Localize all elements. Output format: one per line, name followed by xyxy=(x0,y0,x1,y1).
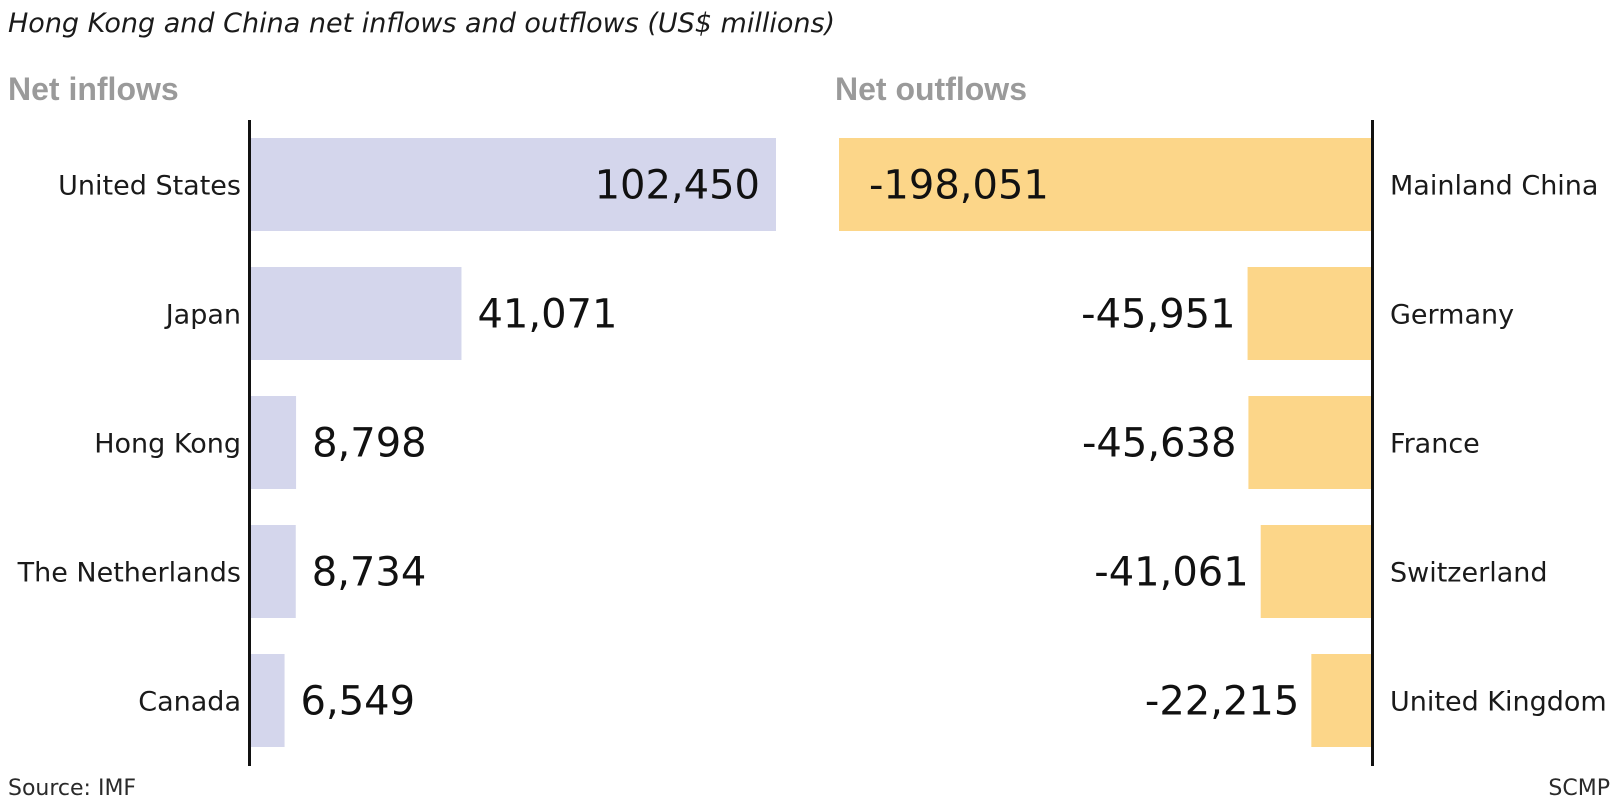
inflow-bar-japan xyxy=(251,267,462,360)
outflow-bar-germany xyxy=(1247,267,1371,360)
outflow-value-label-united-kingdom: -22,215 xyxy=(1145,679,1299,725)
outflow-value-label-france: -45,638 xyxy=(1082,421,1236,467)
outflow-bar-mainland-china xyxy=(839,138,1371,231)
inflow-category-label-the-netherlands: The Netherlands xyxy=(17,558,241,589)
net-inflows-panel-title: Net inflows xyxy=(8,71,179,107)
inflow-category-label-hong-kong: Hong Kong xyxy=(94,429,241,460)
outflow-category-label-mainland-china: Mainland China xyxy=(1390,171,1598,202)
outflow-category-label-switzerland: Switzerland xyxy=(1390,558,1548,589)
outflow-category-label-united-kingdom: United Kingdom xyxy=(1390,687,1607,718)
inflow-bar-canada xyxy=(251,654,285,747)
inflow-value-label-japan: 41,071 xyxy=(477,292,617,338)
outflow-value-label-germany: -45,951 xyxy=(1081,292,1235,338)
inflow-category-label-united-states: United States xyxy=(58,171,241,202)
outflow-category-label-france: France xyxy=(1390,429,1480,460)
source-note: Source: IMF xyxy=(8,776,136,801)
inflow-bar-the-netherlands xyxy=(251,525,296,618)
inflow-value-label-hong-kong: 8,798 xyxy=(312,421,427,467)
inflow-bar-hong-kong xyxy=(251,396,297,489)
net-outflows-bars: Mainland China -198,051 Germany -45,951 Fran… xyxy=(839,138,1607,747)
net-outflows-panel-title: Net outflows xyxy=(835,71,1027,107)
inflow-bar-united-states xyxy=(251,138,776,231)
chart-title: Hong Kong and China net inflows and outf… xyxy=(8,8,835,39)
inflow-category-label-canada: Canada xyxy=(138,687,241,718)
outflow-bar-switzerland xyxy=(1260,525,1371,618)
net-inflows-bars: United States 102,450 Japan 41,071 Hong Kong… xyxy=(17,138,776,747)
publisher-credit: SCMP xyxy=(1548,776,1610,801)
outflow-category-label-germany: Germany xyxy=(1390,300,1514,331)
outflow-bar-united-kingdom xyxy=(1311,654,1371,747)
outflow-value-label-mainland-china: -198,051 xyxy=(869,163,1049,209)
inflow-value-label-canada: 6,549 xyxy=(301,679,416,725)
inflow-value-label-united-states: 102,450 xyxy=(595,163,760,209)
outflow-bar-france xyxy=(1248,396,1371,489)
outflow-value-label-switzerland: -41,061 xyxy=(1094,550,1248,596)
inflow-value-label-the-netherlands: 8,734 xyxy=(312,550,427,596)
inflow-category-label-japan: Japan xyxy=(164,300,241,331)
